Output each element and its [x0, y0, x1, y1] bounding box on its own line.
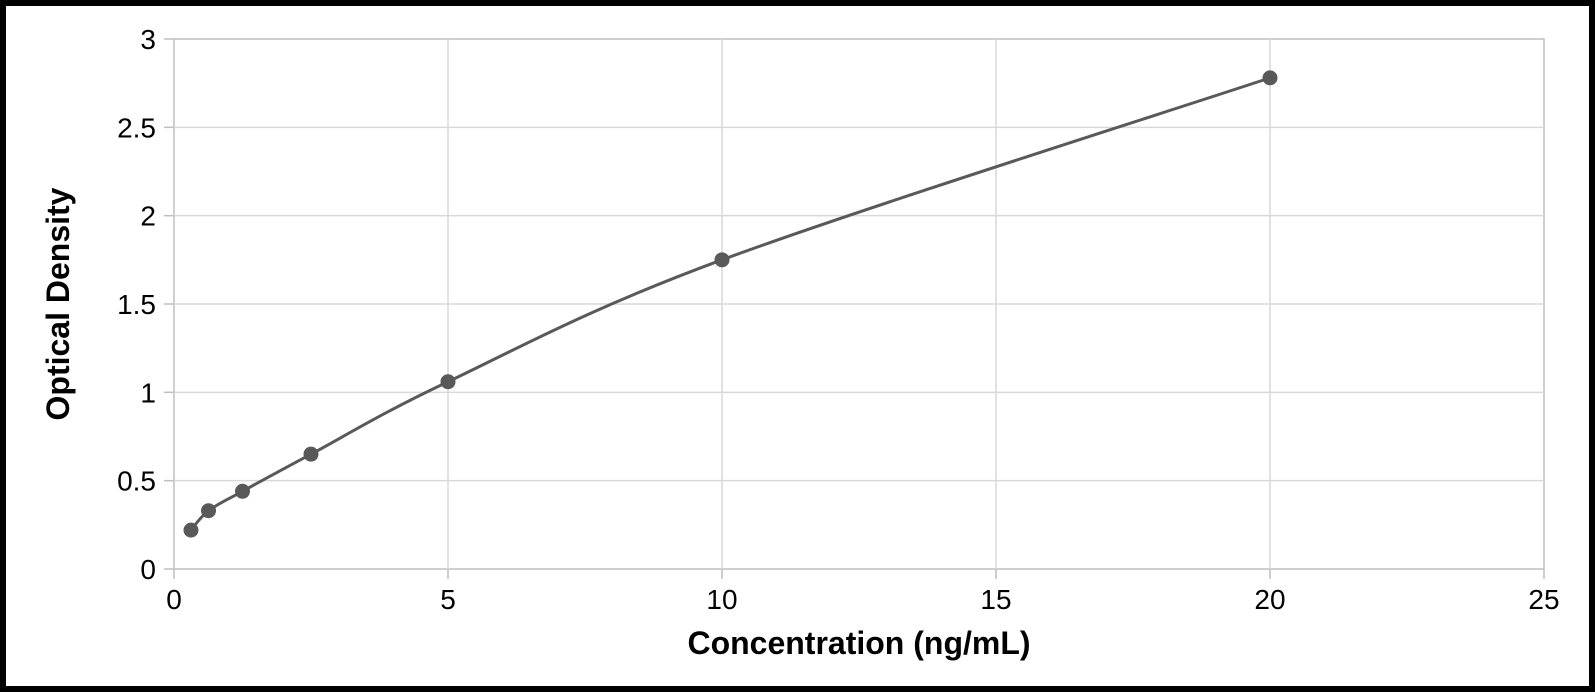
- ytick-label: 3: [140, 24, 156, 55]
- chart-background: [14, 14, 1581, 678]
- data-marker: [202, 504, 216, 518]
- xtick-label: 5: [440, 584, 456, 615]
- chart-outer-frame: 0 5 10 15 20 25 0 0.5 1 1.5 2 2.5 3 Concentration (ng…: [0, 0, 1595, 692]
- y-axis-label: Optical Density: [40, 187, 76, 420]
- ytick-label: 1.5: [117, 289, 156, 320]
- xtick-label: 20: [1254, 584, 1285, 615]
- x-axis-label: Concentration (ng/mL): [687, 625, 1030, 661]
- data-marker: [236, 484, 250, 498]
- xtick-label: 15: [980, 584, 1011, 615]
- ytick-label: 2: [140, 201, 156, 232]
- ytick-label: 1: [140, 377, 156, 408]
- data-marker: [184, 523, 198, 537]
- ytick-label: 0: [140, 554, 156, 585]
- od-concentration-chart: 0 5 10 15 20 25 0 0.5 1 1.5 2 2.5 3 Concentration (ng…: [14, 14, 1581, 678]
- ytick-label: 2.5: [117, 112, 156, 143]
- ytick-label: 0.5: [117, 466, 156, 497]
- xtick-label: 10: [706, 584, 737, 615]
- data-marker: [715, 253, 729, 267]
- data-marker: [441, 375, 455, 389]
- xtick-label: 25: [1528, 584, 1559, 615]
- data-marker: [1263, 71, 1277, 85]
- xtick-label: 0: [166, 584, 182, 615]
- data-marker: [304, 447, 318, 461]
